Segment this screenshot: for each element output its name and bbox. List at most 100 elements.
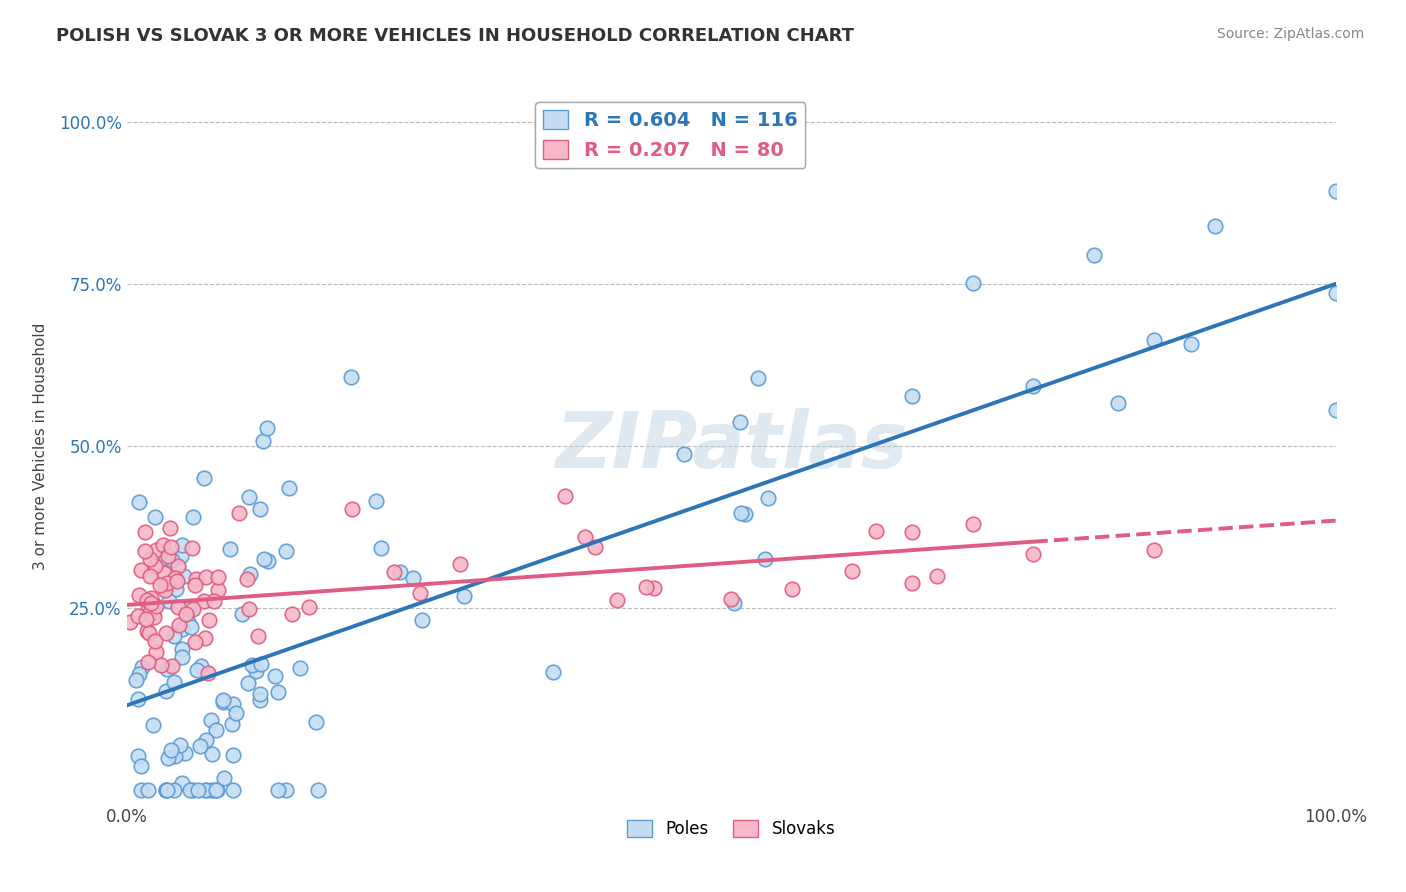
Slovaks [1022, 547, 1045, 561]
Slovaks [167, 599, 190, 614]
Poles [370, 541, 392, 555]
Poles [756, 491, 779, 505]
Poles [239, 567, 262, 582]
Slovaks [901, 576, 924, 591]
Slovaks [186, 572, 208, 586]
Poles [200, 713, 222, 727]
Slovaks [228, 507, 250, 521]
Slovaks [409, 585, 432, 599]
Slovaks [207, 569, 229, 583]
Slovaks [184, 635, 207, 649]
Slovaks [128, 588, 150, 602]
Poles [1324, 403, 1347, 417]
Poles [159, 742, 181, 756]
Poles [155, 782, 177, 797]
Slovaks [297, 599, 319, 614]
Poles [193, 471, 215, 485]
Poles [205, 782, 228, 797]
Poles [276, 544, 298, 558]
Poles [222, 747, 245, 762]
Poles [155, 551, 177, 566]
Poles [1143, 333, 1166, 347]
Slovaks [925, 569, 948, 583]
Poles [170, 641, 193, 656]
Poles [212, 771, 235, 785]
Poles [734, 507, 756, 521]
Slovaks [142, 606, 165, 620]
Poles [1022, 378, 1045, 392]
Text: ZIPatlas: ZIPatlas [555, 408, 907, 484]
Slovaks [145, 634, 167, 648]
Slovaks [720, 591, 742, 606]
Poles [194, 782, 217, 797]
Poles [277, 482, 299, 496]
Slovaks [156, 549, 179, 563]
Slovaks [155, 626, 177, 640]
Slovaks [136, 598, 159, 612]
Poles [274, 782, 297, 797]
Slovaks [155, 582, 177, 597]
Poles [723, 596, 745, 610]
Poles [127, 748, 149, 763]
Poles [200, 782, 222, 797]
Poles [156, 782, 179, 797]
Slovaks [149, 578, 172, 592]
Poles [249, 657, 271, 671]
Slovaks [163, 571, 186, 585]
Poles [222, 697, 245, 711]
Slovaks [195, 570, 218, 584]
Slovaks [135, 611, 157, 625]
Poles [673, 447, 696, 461]
Poles [172, 538, 194, 552]
Slovaks [145, 599, 167, 613]
Poles [163, 675, 186, 690]
Poles [263, 669, 285, 683]
Slovaks [162, 658, 184, 673]
Poles [155, 782, 177, 797]
Slovaks [153, 566, 176, 580]
Poles [143, 510, 166, 524]
Poles [730, 506, 752, 520]
Slovaks [134, 524, 156, 539]
Poles [155, 683, 177, 698]
Poles [190, 658, 212, 673]
Slovaks [136, 624, 159, 639]
Poles [163, 748, 186, 763]
Poles [142, 718, 165, 732]
Poles [541, 665, 564, 679]
Poles [188, 739, 211, 754]
Slovaks [962, 516, 984, 531]
Poles [267, 782, 290, 797]
Slovaks [134, 544, 156, 558]
Slovaks [281, 607, 304, 621]
Slovaks [142, 610, 165, 624]
Poles [160, 552, 183, 566]
Slovaks [643, 581, 665, 595]
Poles [128, 495, 150, 509]
Poles [307, 782, 329, 797]
Slovaks [384, 566, 406, 580]
Poles [211, 692, 233, 706]
Poles [165, 582, 187, 596]
Poles [205, 782, 228, 797]
Poles [238, 491, 260, 505]
Poles [240, 657, 263, 672]
Slovaks [340, 502, 363, 516]
Slovaks [180, 541, 202, 555]
Poles [212, 695, 235, 709]
Slovaks [145, 558, 167, 573]
Poles [411, 613, 433, 627]
Poles [221, 782, 243, 797]
Slovaks [193, 594, 215, 608]
Poles [366, 493, 388, 508]
Poles [170, 776, 193, 790]
Poles [1107, 396, 1129, 410]
Poles [194, 733, 217, 747]
Poles [1324, 285, 1347, 300]
Poles [236, 676, 259, 690]
Slovaks [136, 656, 159, 670]
Poles [1324, 185, 1347, 199]
Poles [389, 565, 412, 579]
Poles [180, 619, 202, 633]
Slovaks [841, 565, 863, 579]
